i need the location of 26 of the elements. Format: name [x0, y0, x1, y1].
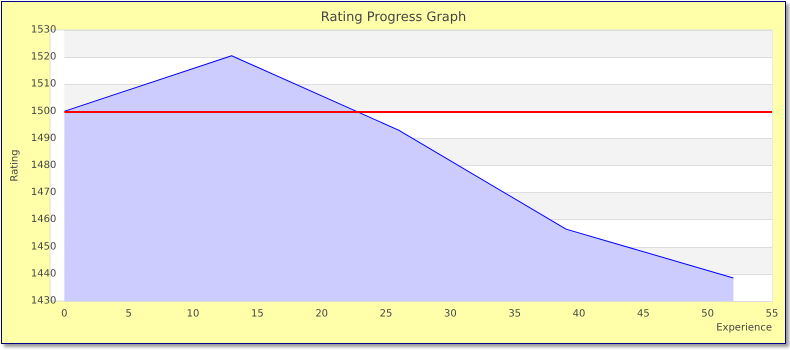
chart-title: Rating Progress Graph	[320, 10, 466, 25]
y-tick-label: 1510	[30, 78, 56, 90]
x-tick-label: 55	[766, 308, 778, 320]
x-tick-label: 0	[61, 308, 68, 320]
y-tick-label: 1430	[30, 296, 56, 306]
y-axis-title: Rating	[10, 149, 20, 182]
y-tick-label: 1460	[30, 214, 56, 226]
y-tick-label: 1520	[30, 52, 56, 63]
y-tick-label: 1480	[30, 160, 56, 171]
x-tick-label: 50	[701, 308, 714, 320]
x-axis-title: Experience	[716, 322, 772, 334]
y-tick-label: 1470	[30, 187, 56, 198]
x-tick-label: 30	[444, 308, 457, 320]
x-tick-label: 5	[125, 308, 132, 320]
y-tick-label: 1490	[30, 132, 56, 144]
y-tick-label: 1450	[30, 241, 56, 252]
y-tick-label: 1530	[30, 24, 56, 36]
x-tick-label: 45	[636, 308, 650, 320]
x-tick-label: 10	[186, 308, 200, 320]
y-tick-label: 1500	[30, 106, 56, 117]
x-tick-label: 25	[380, 308, 392, 320]
x-tick-label: 40	[572, 308, 586, 320]
x-tick-label: 35	[508, 308, 522, 320]
x-tick-label: 15	[250, 308, 264, 320]
y-tick-label: 1440	[30, 268, 56, 280]
x-tick-label: 20	[315, 308, 328, 320]
